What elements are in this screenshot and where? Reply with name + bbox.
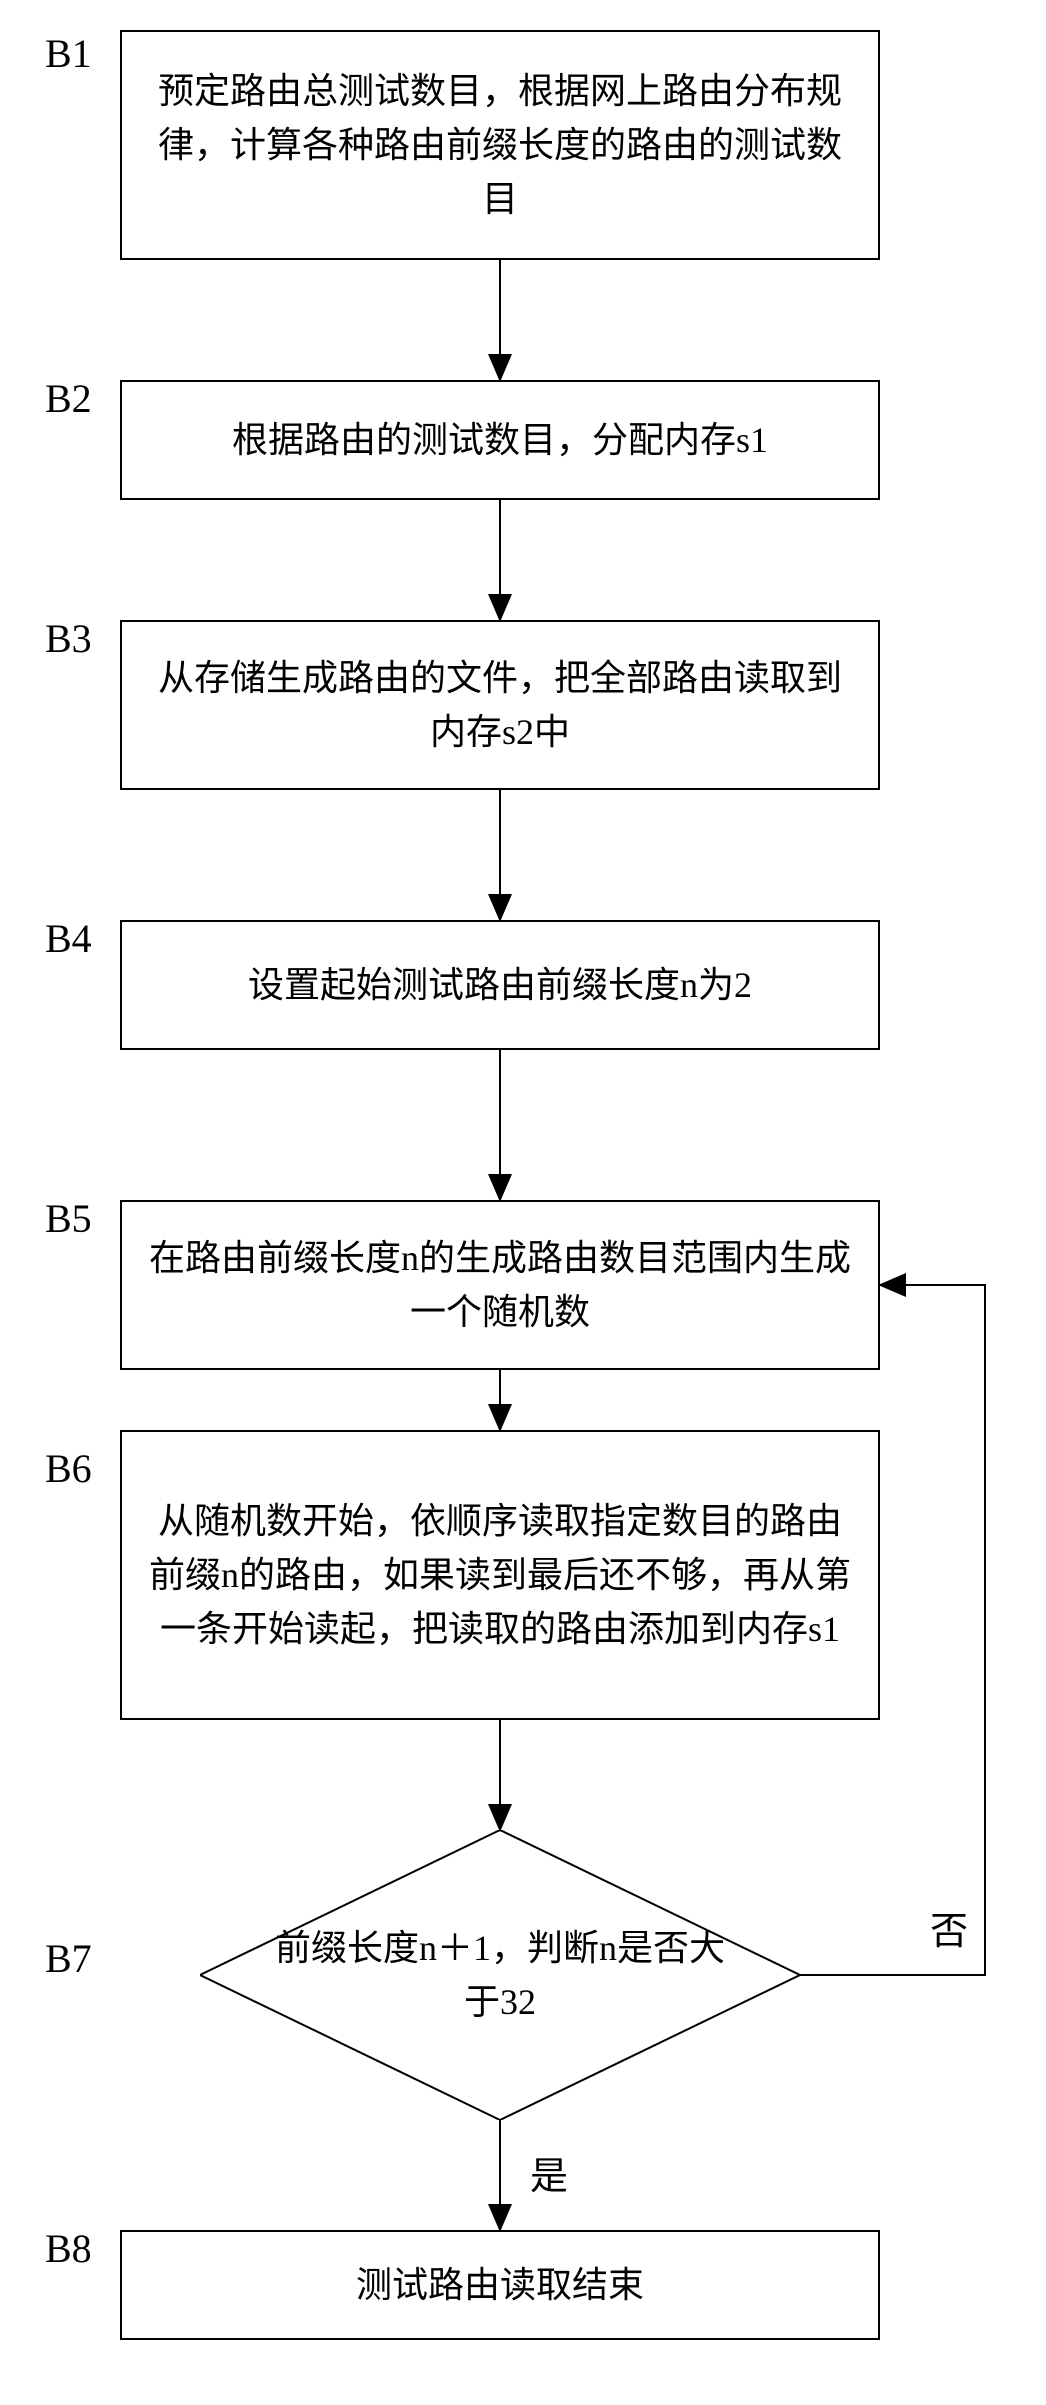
branch-yes: 是 <box>530 2145 568 2200</box>
decision-b7-text: 前缀长度n＋1，判断n是否大于32 <box>260 1921 740 2029</box>
decision-b7: 前缀长度n＋1，判断n是否大于32 <box>200 1830 800 2120</box>
label-b8: B8 <box>45 2225 92 2272</box>
process-b8: 测试路由读取结束 <box>120 2230 880 2340</box>
process-b1-text: 预定路由总测试数目，根据网上路由分布规律，计算各种路由前缀长度的路由的测试数目 <box>142 64 858 226</box>
flowchart-container: B1 B2 B3 B4 B5 B6 B7 B8 预定路由总测试数目，根据网上路由… <box>0 0 1046 2405</box>
process-b8-text: 测试路由读取结束 <box>356 2258 644 2312</box>
process-b5: 在路由前缀长度n的生成路由数目范围内生成一个随机数 <box>120 1200 880 1370</box>
process-b4-text: 设置起始测试路由前缀长度n为2 <box>248 958 752 1012</box>
process-b4: 设置起始测试路由前缀长度n为2 <box>120 920 880 1050</box>
label-b1: B1 <box>45 30 92 77</box>
process-b2-text: 根据路由的测试数目，分配内存s1 <box>232 413 768 467</box>
label-b4: B4 <box>45 915 92 962</box>
label-b5: B5 <box>45 1195 92 1242</box>
process-b1: 预定路由总测试数目，根据网上路由分布规律，计算各种路由前缀长度的路由的测试数目 <box>120 30 880 260</box>
label-b3: B3 <box>45 615 92 662</box>
process-b5-text: 在路由前缀长度n的生成路由数目范围内生成一个随机数 <box>142 1231 858 1339</box>
process-b6: 从随机数开始，依顺序读取指定数目的路由前缀n的路由，如果读到最后还不够，再从第一… <box>120 1430 880 1720</box>
process-b3-text: 从存储生成路由的文件，把全部路由读取到内存s2中 <box>142 651 858 759</box>
label-b7: B7 <box>45 1935 92 1982</box>
label-b2: B2 <box>45 375 92 422</box>
label-b6: B6 <box>45 1445 92 1492</box>
branch-no: 否 <box>930 1900 968 1955</box>
process-b6-text: 从随机数开始，依顺序读取指定数目的路由前缀n的路由，如果读到最后还不够，再从第一… <box>142 1494 858 1656</box>
process-b3: 从存储生成路由的文件，把全部路由读取到内存s2中 <box>120 620 880 790</box>
process-b2: 根据路由的测试数目，分配内存s1 <box>120 380 880 500</box>
